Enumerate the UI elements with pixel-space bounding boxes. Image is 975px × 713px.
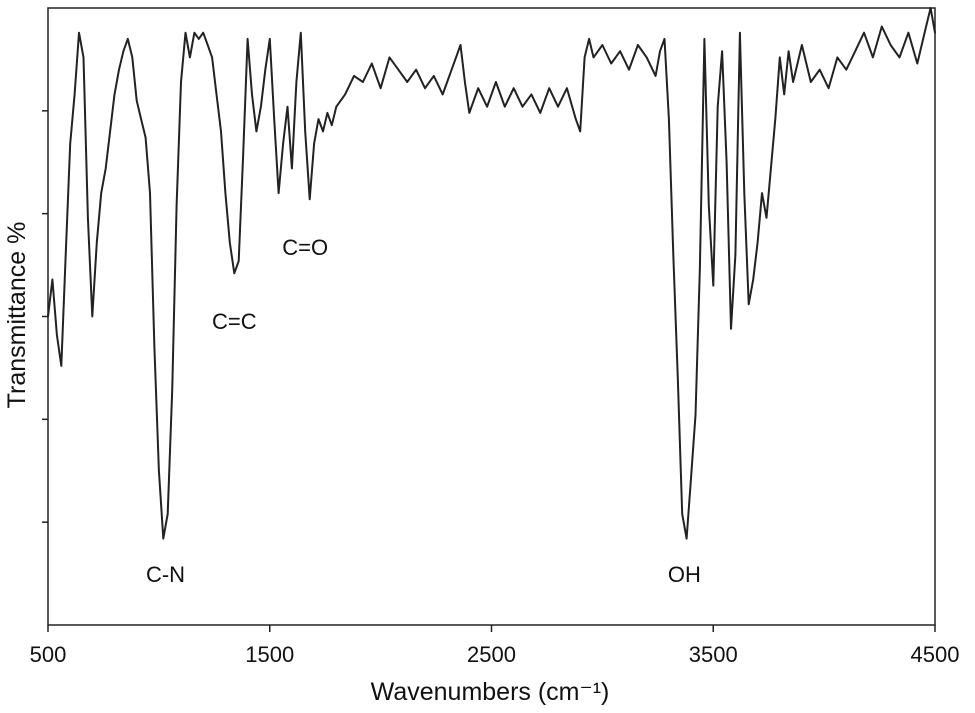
spectrum-line-0 (47, 7, 936, 540)
peak-annotations: C-N C=C C=O OH (146, 235, 701, 587)
x-axis-ticks: 500 1500 2500 3500 4500 (30, 625, 960, 667)
x-tick-label: 4500 (911, 642, 960, 667)
peak-label-c-n: C-N (146, 562, 185, 587)
x-tick-label: 2500 (467, 642, 516, 667)
peak-label-c-c: C=C (212, 309, 257, 334)
x-tick-label: 500 (30, 642, 67, 667)
peak-label-c-o: C=O (282, 235, 328, 260)
peak-label-oh: OH (668, 562, 701, 587)
x-axis-title: Wavenumbers (cm⁻¹) (371, 678, 610, 706)
y-axis-title: Transmittance % (3, 222, 31, 409)
series-layer (47, 7, 936, 540)
x-tick-label: 3500 (689, 642, 738, 667)
x-tick-label: 1500 (245, 642, 294, 667)
